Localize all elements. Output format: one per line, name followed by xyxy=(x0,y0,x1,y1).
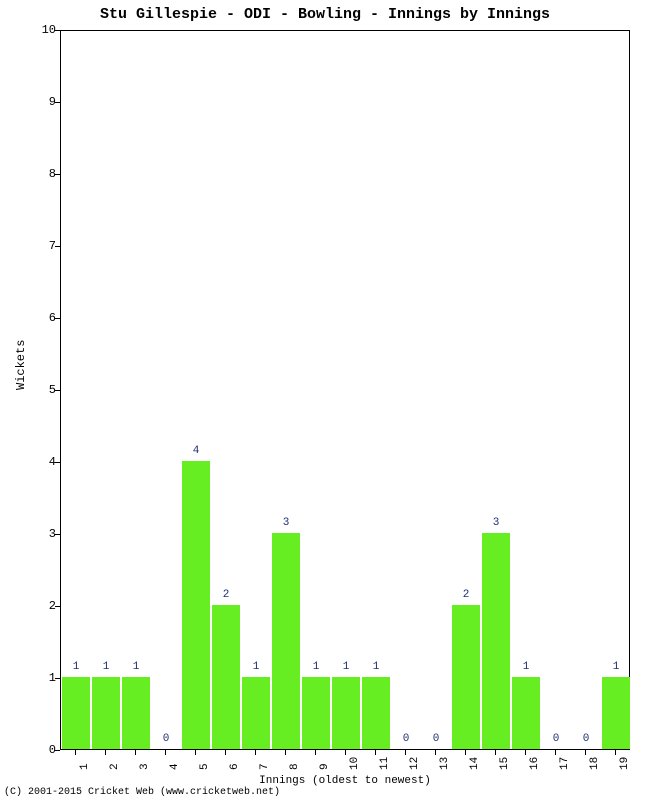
x-tick-mark xyxy=(165,750,166,755)
x-tick-mark xyxy=(285,750,286,755)
x-tick-label: 12 xyxy=(409,757,421,770)
x-tick-label: 10 xyxy=(349,757,361,770)
x-tick-label: 18 xyxy=(589,757,601,770)
x-tick-mark xyxy=(225,750,226,755)
x-tick-label: 16 xyxy=(529,757,541,770)
x-tick-label: 8 xyxy=(289,763,301,770)
bar-value-label: 0 xyxy=(553,733,560,745)
bar-value-label: 0 xyxy=(583,733,590,745)
y-tick-label: 10 xyxy=(26,23,56,37)
bar xyxy=(302,677,331,749)
x-tick-label: 19 xyxy=(619,757,631,770)
bar xyxy=(242,677,271,749)
x-tick-mark xyxy=(435,750,436,755)
x-tick-label: 14 xyxy=(469,757,481,770)
y-tick-label: 7 xyxy=(26,239,56,253)
x-tick-label: 17 xyxy=(559,757,571,770)
x-tick-label: 7 xyxy=(259,763,271,770)
y-tick-label: 4 xyxy=(26,455,56,469)
x-tick-label: 11 xyxy=(379,757,391,770)
x-tick-label: 1 xyxy=(79,763,91,770)
x-tick-label: 3 xyxy=(139,763,151,770)
bar-value-label: 0 xyxy=(163,733,170,745)
bar-value-label: 0 xyxy=(433,733,440,745)
y-tick-label: 3 xyxy=(26,527,56,541)
bar xyxy=(452,605,481,749)
bar-value-label: 1 xyxy=(103,661,110,673)
bar-value-label: 1 xyxy=(343,661,350,673)
bar xyxy=(272,533,301,749)
bar-value-label: 3 xyxy=(493,517,500,529)
bar xyxy=(62,677,91,749)
x-tick-label: 15 xyxy=(499,757,511,770)
bar-value-label: 1 xyxy=(313,661,320,673)
x-tick-mark xyxy=(375,750,376,755)
bar-value-label: 2 xyxy=(223,589,230,601)
plot-area: 1 1 1 0 4 2 1 3 1 1 1 0 0 2 3 1 0 0 1 xyxy=(60,30,630,750)
y-tick-label: 5 xyxy=(26,383,56,397)
x-tick-label: 5 xyxy=(199,763,211,770)
x-tick-label: 9 xyxy=(319,763,331,770)
bar xyxy=(602,677,631,749)
chart-title: Stu Gillespie - ODI - Bowling - Innings … xyxy=(0,6,650,23)
bar-value-label: 3 xyxy=(283,517,290,529)
bar-value-label: 2 xyxy=(463,589,470,601)
y-tick-label: 8 xyxy=(26,167,56,181)
bar-value-label: 1 xyxy=(133,661,140,673)
bar-value-label: 4 xyxy=(193,445,200,457)
y-tick-label: 2 xyxy=(26,599,56,613)
x-tick-label: 4 xyxy=(169,763,181,770)
x-tick-mark xyxy=(345,750,346,755)
bar xyxy=(482,533,511,749)
x-tick-mark xyxy=(315,750,316,755)
y-tick-label: 0 xyxy=(26,743,56,757)
x-tick-label: 6 xyxy=(229,763,241,770)
bar-value-label: 1 xyxy=(523,661,530,673)
y-tick-label: 1 xyxy=(26,671,56,685)
bar xyxy=(92,677,121,749)
bar-value-label: 1 xyxy=(613,661,620,673)
bar-value-label: 0 xyxy=(403,733,410,745)
x-tick-mark xyxy=(75,750,76,755)
bar xyxy=(182,461,211,749)
x-tick-mark xyxy=(195,750,196,755)
x-tick-label: 2 xyxy=(109,763,121,770)
chart-frame: Stu Gillespie - ODI - Bowling - Innings … xyxy=(0,0,650,800)
x-axis-label: Innings (oldest to newest) xyxy=(60,775,630,787)
x-tick-mark xyxy=(615,750,616,755)
x-tick-mark xyxy=(135,750,136,755)
bar xyxy=(512,677,541,749)
x-tick-mark xyxy=(585,750,586,755)
y-tick-label: 9 xyxy=(26,95,56,109)
x-tick-mark xyxy=(255,750,256,755)
bar-value-label: 1 xyxy=(373,661,380,673)
x-tick-mark xyxy=(105,750,106,755)
x-tick-mark xyxy=(495,750,496,755)
bar-value-label: 1 xyxy=(73,661,80,673)
x-tick-mark xyxy=(465,750,466,755)
bar-value-label: 1 xyxy=(253,661,260,673)
y-tick-label: 6 xyxy=(26,311,56,325)
x-tick-mark xyxy=(555,750,556,755)
x-tick-mark xyxy=(405,750,406,755)
bar xyxy=(332,677,361,749)
x-tick-label: 13 xyxy=(439,757,451,770)
copyright-text: (C) 2001-2015 Cricket Web (www.cricketwe… xyxy=(4,787,280,798)
bar xyxy=(362,677,391,749)
x-tick-mark xyxy=(525,750,526,755)
bar xyxy=(212,605,241,749)
bar xyxy=(122,677,151,749)
